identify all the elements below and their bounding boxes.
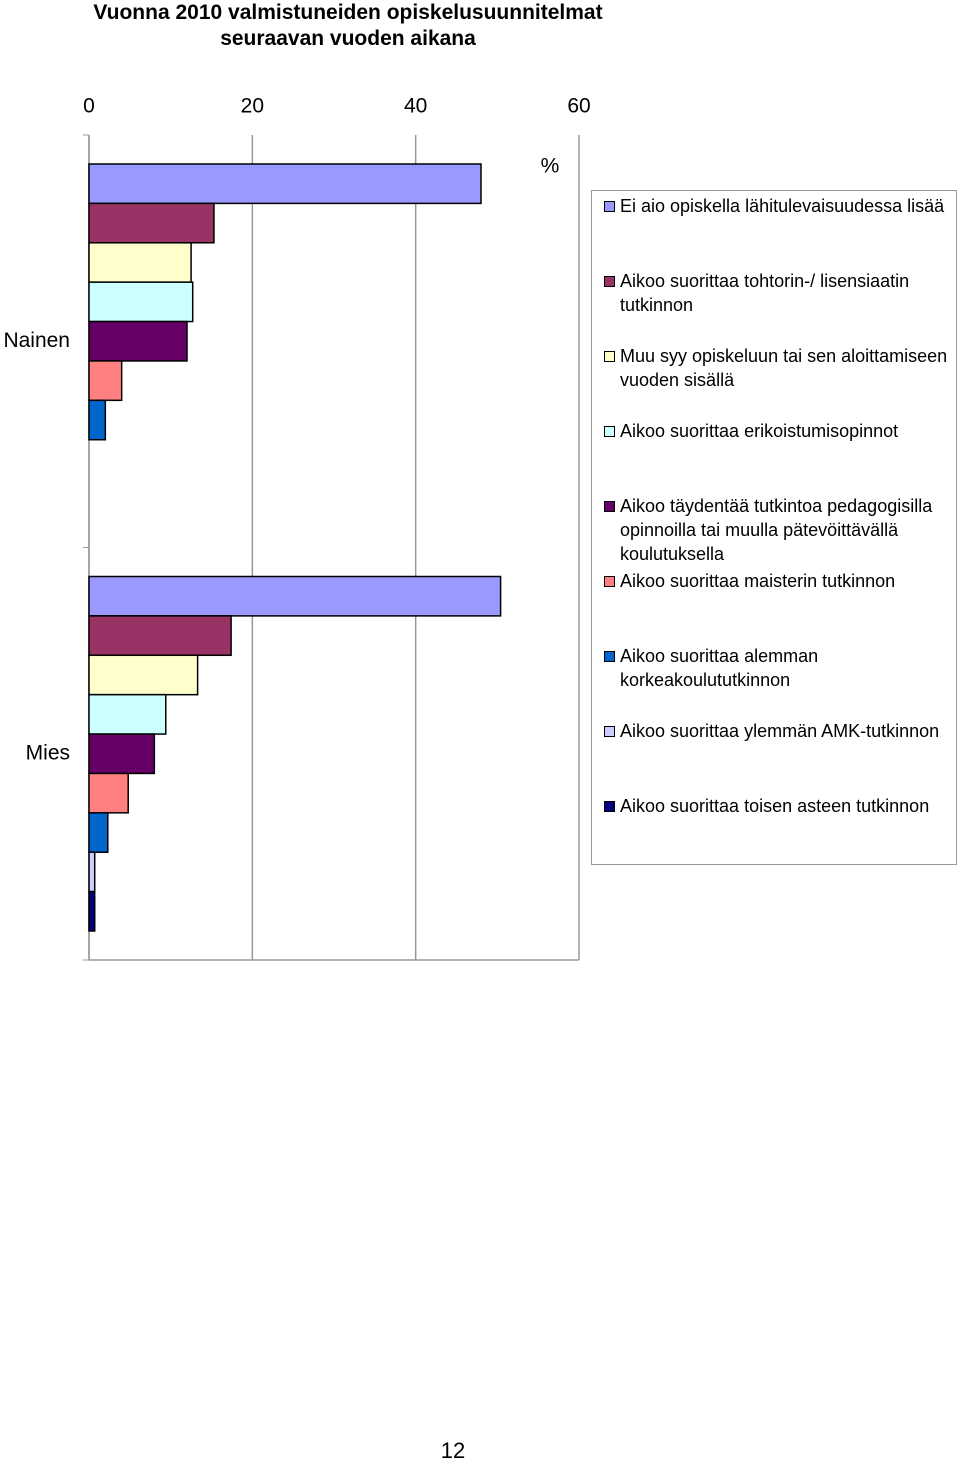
chart-title: Vuonna 2010 valmistuneiden opiskelusuunn… xyxy=(93,1,603,50)
legend-swatch xyxy=(604,426,615,437)
legend-label: Aikoo suorittaa erikoistumisopinnot xyxy=(620,421,899,441)
legend-label: Aikoo suorittaa maisterin tutkinnon xyxy=(620,571,896,591)
bar xyxy=(88,320,188,362)
legend-entry: Ei aio opiskella lähitulevaisuudessa lis… xyxy=(604,194,949,218)
x-tick-label: 60 xyxy=(567,95,590,118)
legend-entry: Muu syy opiskeluun tai sen aloittamiseen… xyxy=(604,344,949,392)
legend-label: Aikoo täydentää tutkintoa pedagogisilla … xyxy=(620,496,933,564)
legend-label: Muu syy opiskeluun tai sen aloittamiseen… xyxy=(620,346,948,390)
x-tick-label: 40 xyxy=(404,95,427,118)
legend-swatch xyxy=(604,351,615,362)
legend-swatch xyxy=(604,501,615,512)
bar xyxy=(88,163,482,205)
axis-unit: % xyxy=(541,155,560,178)
legend-entry: Aikoo täydentää tutkintoa pedagogisilla … xyxy=(604,494,949,566)
legend: Ei aio opiskella lähitulevaisuudessa lis… xyxy=(591,190,957,865)
legend-label: Ei aio opiskella lähitulevaisuudessa lis… xyxy=(620,196,945,216)
legend-swatch xyxy=(604,201,615,212)
bar xyxy=(88,772,129,814)
bar xyxy=(88,360,123,402)
bar xyxy=(88,575,502,617)
legend-label: Aikoo suorittaa alemman korkeakoulututki… xyxy=(620,646,819,690)
bar xyxy=(88,242,192,283)
bar xyxy=(88,281,194,323)
x-tick-label: 0 xyxy=(83,95,95,118)
legend-swatch xyxy=(604,276,615,287)
chart: % 0 20 40 60 Nainen Mies xyxy=(3,95,591,961)
legend-swatch xyxy=(604,726,615,737)
legend-entry: Aikoo suorittaa alemman korkeakoulututki… xyxy=(604,644,949,692)
bar xyxy=(88,654,199,696)
bar xyxy=(88,812,109,853)
legend-label: Aikoo suorittaa toisen asteen tutkinnon xyxy=(620,796,930,816)
legend-entry: Aikoo suorittaa ylemmän AMK-tutkinnon xyxy=(604,719,949,743)
legend-label: Aikoo suorittaa tohtorin-/ lisensiaatin … xyxy=(620,271,910,315)
bar xyxy=(88,202,215,244)
legend-entry: Aikoo suorittaa tohtorin-/ lisensiaatin … xyxy=(604,269,949,317)
legend-entry: Aikoo suorittaa erikoistumisopinnot xyxy=(604,419,949,443)
legend-swatch xyxy=(604,651,615,662)
legend-swatch xyxy=(604,576,615,587)
bar xyxy=(88,615,232,657)
x-tick-label: 20 xyxy=(241,95,264,118)
legend-label: Aikoo suorittaa ylemmän AMK-tutkinnon xyxy=(620,721,940,741)
bar xyxy=(88,851,96,893)
bar xyxy=(88,890,96,932)
legend-swatch xyxy=(604,801,615,812)
y-tick-label: Mies xyxy=(26,741,70,764)
bar xyxy=(88,399,107,441)
legend-entry: Aikoo suorittaa maisterin tutkinnon xyxy=(604,569,949,593)
bar xyxy=(88,693,167,735)
page-number: 12 xyxy=(440,1438,466,1463)
bar xyxy=(88,733,156,775)
y-tick-label: Nainen xyxy=(3,329,70,352)
legend-entry: Aikoo suorittaa toisen asteen tutkinnon xyxy=(604,794,949,818)
